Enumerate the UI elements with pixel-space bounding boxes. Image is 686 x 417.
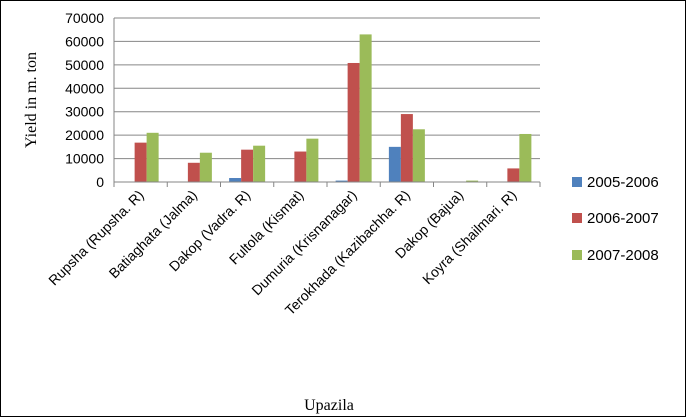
bars (134, 34, 532, 183)
legend-swatch (572, 177, 582, 187)
bar (347, 62, 360, 182)
x-axis-title: Upazila (304, 397, 354, 414)
y-tick-label: 50000 (65, 57, 104, 73)
legend: 2005-2006 2006-2007 2007-2008 (572, 174, 659, 264)
bar (335, 180, 348, 182)
category-labels: Rupsha (Rupsha. R)Batiaghata (Jalma)Dako… (45, 187, 519, 318)
bar (519, 133, 532, 182)
bar (294, 151, 307, 182)
x-axis (113, 18, 541, 187)
bar (134, 142, 147, 182)
x-tick-label: Koyra (Shailmari. R) (419, 187, 519, 287)
bar (388, 146, 401, 182)
y-tick-label: 10000 (65, 151, 104, 167)
y-tick-label: 0 (96, 174, 104, 190)
y-tick-labels: 0 10000 20000 30000 40000 50000 60000 70000 (65, 10, 104, 190)
bar (241, 149, 254, 182)
bar (199, 152, 212, 182)
x-tick-label: Batiaghata (Jalma) (106, 187, 200, 281)
legend-label: 2005-2006 (587, 174, 659, 191)
gridlines (114, 17, 540, 183)
bar (466, 180, 479, 182)
bar (412, 129, 425, 182)
legend-swatch (572, 213, 582, 223)
y-axis-title: Yield in m. ton (23, 52, 40, 148)
x-tick-label: Dumuria (Krisnanagar) (248, 187, 359, 298)
y-tick-label: 20000 (65, 127, 104, 143)
bar (306, 138, 319, 182)
bar (146, 132, 159, 182)
y-tick-label: 40000 (65, 80, 104, 96)
bar (253, 145, 266, 182)
bar (507, 168, 520, 182)
bar (400, 114, 413, 182)
y-tick-label: 70000 (65, 10, 104, 26)
y-tick-label: 60000 (65, 33, 104, 49)
x-tick-label: Rupsha (Rupsha. R) (45, 187, 147, 289)
legend-swatch (572, 250, 582, 260)
legend-label: 2007-2008 (587, 247, 659, 264)
y-tick-label: 30000 (65, 104, 104, 120)
bar (229, 178, 242, 182)
bar (359, 34, 372, 183)
bar (187, 162, 200, 182)
legend-label: 2006-2007 (587, 210, 659, 227)
